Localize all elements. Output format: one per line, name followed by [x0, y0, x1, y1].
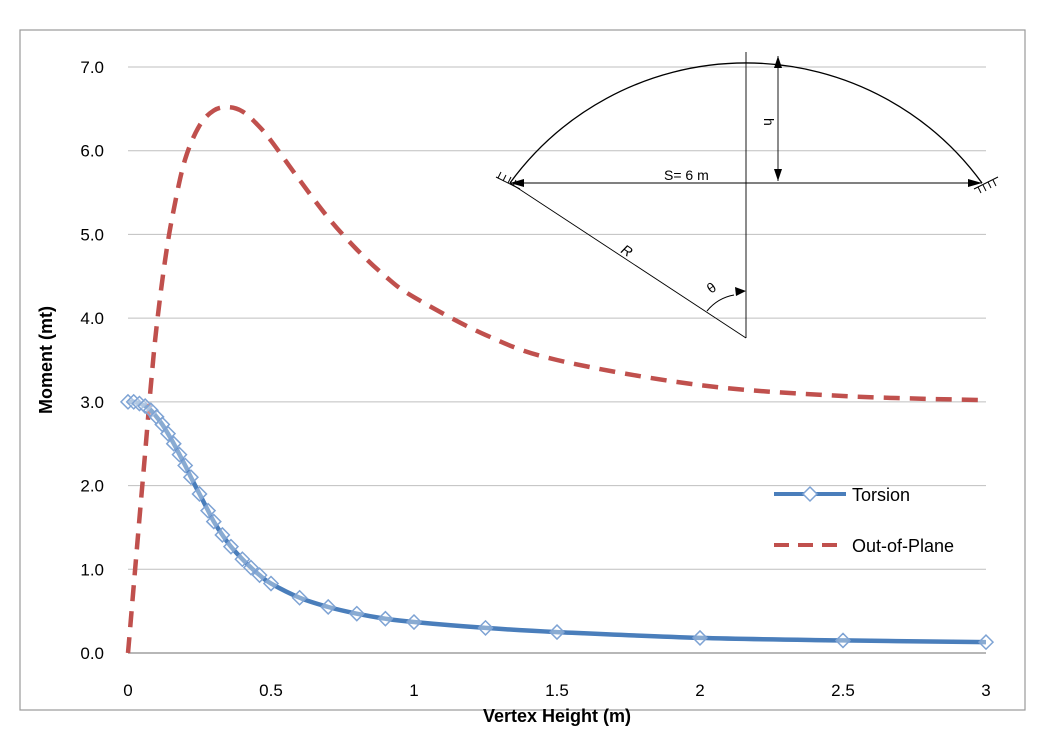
torsion-marker	[477, 619, 494, 636]
x-tick-label: 3	[981, 681, 990, 700]
x-tick-label: 0.5	[259, 681, 283, 700]
legend-item-out-of-plane: Out-of-Plane	[774, 536, 954, 556]
height-arrow-bottom-icon	[774, 169, 782, 181]
series-out-of-plane	[125, 104, 987, 654]
torsion-marker	[177, 457, 194, 474]
legend-torsion-marker-icon	[801, 485, 819, 503]
angle-arrow-icon	[735, 287, 746, 296]
torsion-marker	[234, 551, 251, 568]
torsion-marker	[834, 632, 852, 649]
torsion-marker	[977, 634, 995, 651]
torsion-marker	[251, 567, 268, 584]
torsion-marker	[191, 485, 208, 503]
y-tick-label: 0.0	[80, 644, 104, 663]
span-arrow-left-icon	[510, 179, 524, 187]
support-right-icon	[973, 176, 999, 194]
span-label: S= 6 m	[664, 167, 709, 183]
torsion-marker	[165, 435, 182, 452]
y-tick-label: 2.0	[80, 477, 104, 496]
torsion-marker	[291, 589, 308, 606]
torsion-marker	[214, 526, 231, 544]
torsion-marker	[119, 393, 137, 410]
torsion-marker	[377, 610, 394, 627]
torsion-marker	[548, 624, 566, 641]
torsion-marker	[262, 575, 280, 592]
grid-lines	[128, 66, 986, 570]
torsion-marker	[242, 559, 260, 576]
series-torsion	[119, 393, 995, 651]
torsion-marker	[691, 629, 709, 646]
arch-diagram: S= 6 m h R θ	[495, 52, 999, 339]
x-tick-label: 2.5	[831, 681, 855, 700]
out-of-plane-line	[125, 104, 987, 654]
x-tick-label: 2	[695, 681, 704, 700]
torsion-marker	[171, 446, 188, 463]
y-tick-label: 4.0	[80, 309, 104, 328]
y-tick-labels: 0.0 1.0 2.0 3.0 4.0 5.0 6.0 7.0	[80, 58, 104, 663]
angle-arc	[706, 294, 735, 312]
torsion-marker	[348, 605, 365, 622]
torsion-line	[127, 399, 987, 645]
legend: Torsion Out-of-Plane	[774, 485, 954, 556]
torsion-marker	[131, 395, 148, 412]
height-arrow-top-icon	[774, 56, 782, 68]
chart-frame	[19, 29, 1026, 711]
y-axis-title: Moment (mt)	[36, 306, 56, 414]
legend-item-torsion: Torsion	[774, 485, 910, 505]
torsion-marker	[205, 513, 222, 530]
x-tick-label: 1	[409, 681, 418, 700]
y-tick-label: 1.0	[80, 560, 104, 579]
torsion-marker	[222, 538, 240, 555]
span-arrow-right-icon	[968, 179, 982, 187]
y-tick-label: 5.0	[80, 225, 104, 244]
radius-line	[509, 182, 747, 339]
y-tick-label: 3.0	[80, 393, 104, 412]
torsion-marker	[320, 598, 337, 616]
torsion-marker	[182, 469, 199, 486]
legend-out-of-plane-label: Out-of-Plane	[852, 536, 954, 556]
y-tick-label: 7.0	[80, 58, 104, 77]
torsion-marker	[405, 613, 423, 631]
legend-torsion-label: Torsion	[852, 485, 910, 505]
x-tick-label: 1.5	[545, 681, 569, 700]
x-axis-title: Vertex Height (m)	[483, 706, 631, 726]
x-tick-labels: 0 0.5 1 1.5 2 2.5 3	[123, 681, 990, 700]
torsion-marker	[200, 502, 217, 519]
x-tick-label: 0	[123, 681, 132, 700]
height-label: h	[761, 118, 777, 126]
y-tick-label: 6.0	[80, 142, 104, 161]
torsion-marker	[159, 425, 177, 442]
